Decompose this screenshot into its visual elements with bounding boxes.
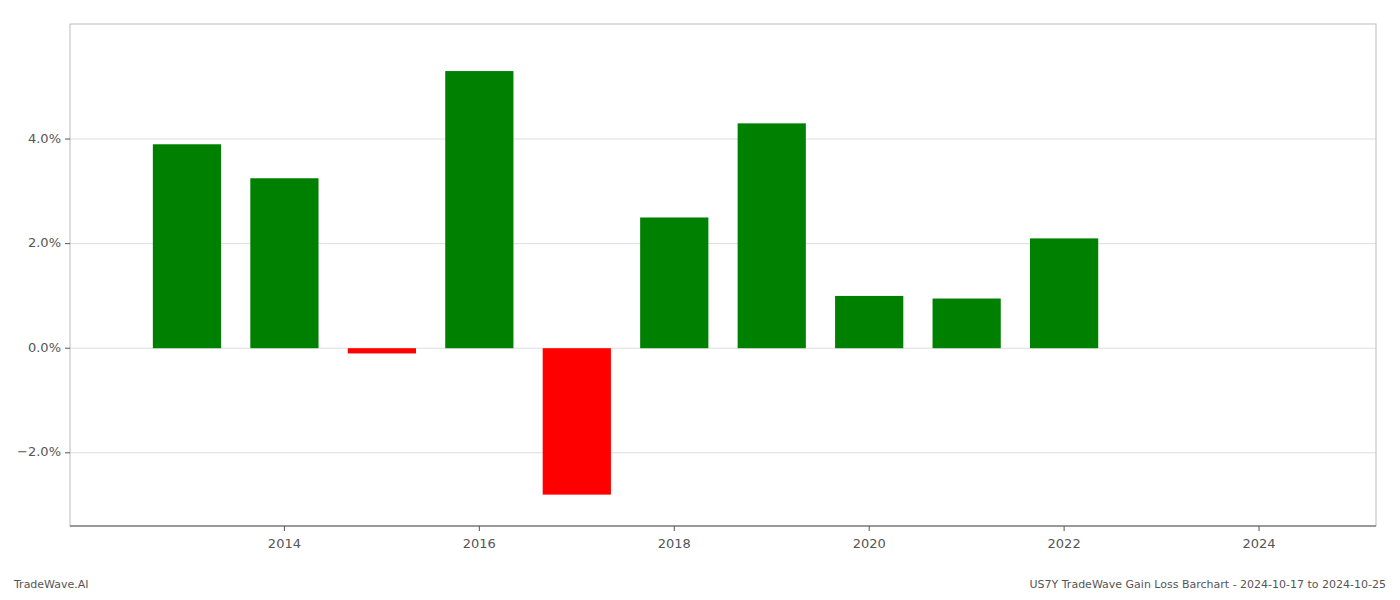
bar <box>250 178 318 348</box>
bar <box>348 348 416 353</box>
bar <box>933 299 1001 349</box>
x-tick <box>284 526 285 531</box>
x-tick <box>1259 526 1260 531</box>
plot-frame <box>70 24 1376 526</box>
bar <box>835 296 903 348</box>
bar <box>1127 348 1195 349</box>
y-axis: −2.0% 0.0% 2.0% 4.0% <box>17 131 70 460</box>
y-tick-label: 2.0% <box>28 235 61 250</box>
x-tick-label: 2024 <box>1242 536 1275 551</box>
y-tick-label: 4.0% <box>28 131 61 146</box>
bar <box>640 217 708 348</box>
grid-line <box>70 139 1376 140</box>
bar <box>738 123 806 348</box>
bar <box>445 71 513 348</box>
y-tick <box>65 243 70 244</box>
footer-text: TradeWave.AI <box>13 578 89 591</box>
bars <box>153 71 1098 495</box>
bar <box>153 144 221 348</box>
y-tick-label: −2.0% <box>17 444 61 459</box>
x-tick <box>869 526 870 531</box>
x-axis: 2014 2016 2018 2020 2022 2024 <box>268 526 1276 551</box>
bar <box>1030 238 1098 348</box>
x-axis-line <box>70 526 1376 527</box>
x-tick <box>1064 526 1065 531</box>
x-tick <box>479 526 480 531</box>
bar <box>543 348 611 494</box>
x-tick-label: 2018 <box>658 536 691 551</box>
grid <box>70 139 1376 453</box>
y-tick <box>65 139 70 140</box>
x-tick-label: 2014 <box>268 536 301 551</box>
footer-text: US7Y TradeWave Gain Loss Barchart - 2024… <box>1030 578 1386 591</box>
chart: −2.0% 0.0% 2.0% 4.0% 2014 2016 2018 2020 2022 202… <box>0 0 1400 600</box>
x-tick-label: 2022 <box>1048 536 1081 551</box>
x-tick-label: 2020 <box>853 536 886 551</box>
x-tick-label: 2016 <box>463 536 496 551</box>
y-tick <box>65 348 70 349</box>
x-tick <box>674 526 675 531</box>
y-tick-label: 0.0% <box>28 340 61 355</box>
y-tick <box>65 452 70 453</box>
grid-line <box>70 452 1376 453</box>
